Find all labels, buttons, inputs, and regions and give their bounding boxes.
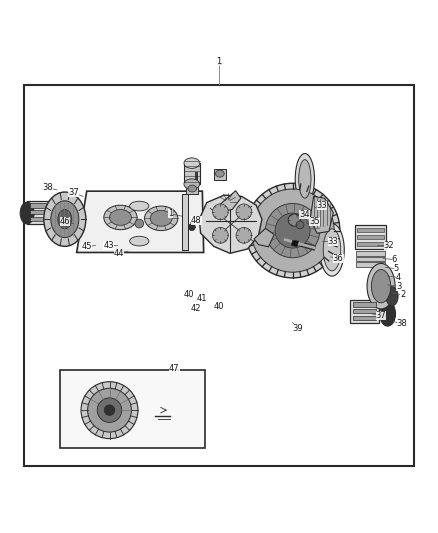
Ellipse shape <box>104 205 137 230</box>
Text: 40: 40 <box>184 290 194 299</box>
Ellipse shape <box>299 159 311 198</box>
Ellipse shape <box>275 213 310 248</box>
Bar <box>357 235 384 239</box>
Ellipse shape <box>184 158 200 168</box>
Text: 38: 38 <box>397 319 407 328</box>
Ellipse shape <box>371 270 391 303</box>
Ellipse shape <box>130 201 149 211</box>
Text: 37: 37 <box>376 311 386 320</box>
Ellipse shape <box>212 204 228 220</box>
Text: 36: 36 <box>333 254 343 263</box>
Ellipse shape <box>212 228 228 243</box>
Text: 44: 44 <box>114 249 124 258</box>
Text: 39: 39 <box>293 324 303 333</box>
Ellipse shape <box>184 179 200 189</box>
Bar <box>184 163 200 184</box>
Ellipse shape <box>150 211 172 226</box>
Text: 2: 2 <box>400 290 406 300</box>
Ellipse shape <box>236 204 252 220</box>
Ellipse shape <box>323 229 341 271</box>
Text: 46: 46 <box>60 217 70 227</box>
Text: 32: 32 <box>384 241 394 250</box>
Ellipse shape <box>135 219 144 228</box>
Bar <box>357 242 384 246</box>
Ellipse shape <box>81 382 138 439</box>
Text: 45: 45 <box>81 243 92 251</box>
Polygon shape <box>254 229 274 247</box>
Ellipse shape <box>97 398 122 423</box>
Ellipse shape <box>44 192 86 246</box>
Ellipse shape <box>288 214 300 226</box>
Text: 1: 1 <box>168 209 173 219</box>
Bar <box>356 262 385 266</box>
Ellipse shape <box>215 170 224 177</box>
Text: 48: 48 <box>191 216 201 225</box>
Bar <box>186 183 198 194</box>
Text: 42: 42 <box>191 304 201 313</box>
Bar <box>24 85 414 466</box>
Bar <box>353 302 376 307</box>
Ellipse shape <box>88 388 131 432</box>
Ellipse shape <box>380 302 396 326</box>
Polygon shape <box>218 191 241 211</box>
Ellipse shape <box>245 183 340 278</box>
Text: 5: 5 <box>394 264 399 273</box>
Ellipse shape <box>104 405 115 415</box>
Ellipse shape <box>188 185 197 192</box>
Text: 41: 41 <box>197 294 208 303</box>
Bar <box>27 201 56 223</box>
Bar <box>30 210 53 214</box>
Bar <box>60 370 205 448</box>
Ellipse shape <box>145 206 178 231</box>
Text: 47: 47 <box>169 364 180 373</box>
Ellipse shape <box>20 202 34 224</box>
Polygon shape <box>310 197 333 233</box>
Bar <box>350 300 379 322</box>
Text: 38: 38 <box>42 183 53 192</box>
Bar <box>182 194 188 250</box>
Text: 3: 3 <box>396 282 401 290</box>
Text: 43: 43 <box>103 241 114 250</box>
Ellipse shape <box>58 209 72 229</box>
Text: 37: 37 <box>68 189 79 197</box>
Ellipse shape <box>251 189 334 272</box>
Ellipse shape <box>236 228 252 243</box>
Text: 6: 6 <box>392 255 397 264</box>
Bar <box>357 228 384 232</box>
Text: 4: 4 <box>396 273 401 282</box>
Ellipse shape <box>110 209 131 225</box>
Ellipse shape <box>188 223 195 231</box>
Text: 33: 33 <box>317 201 327 209</box>
Bar <box>182 194 188 250</box>
Ellipse shape <box>265 204 320 258</box>
Bar <box>214 169 226 180</box>
Ellipse shape <box>367 263 395 309</box>
Polygon shape <box>199 195 262 253</box>
Bar <box>355 225 386 249</box>
Polygon shape <box>291 240 299 247</box>
Polygon shape <box>77 191 204 253</box>
Bar <box>30 216 53 221</box>
Text: 35: 35 <box>309 217 320 227</box>
Bar <box>353 309 376 313</box>
Bar <box>195 172 197 184</box>
Ellipse shape <box>386 287 398 306</box>
Bar <box>353 316 376 320</box>
Ellipse shape <box>130 236 149 246</box>
Bar <box>356 251 385 255</box>
Text: 1: 1 <box>215 56 223 67</box>
Bar <box>356 257 385 261</box>
Text: 1: 1 <box>216 57 222 66</box>
Ellipse shape <box>295 154 314 204</box>
Ellipse shape <box>51 201 79 238</box>
Ellipse shape <box>320 223 344 276</box>
Text: 40: 40 <box>214 302 224 311</box>
Ellipse shape <box>296 221 304 229</box>
Text: 33: 33 <box>328 237 338 246</box>
Bar <box>30 204 53 208</box>
Text: 34: 34 <box>299 211 310 219</box>
